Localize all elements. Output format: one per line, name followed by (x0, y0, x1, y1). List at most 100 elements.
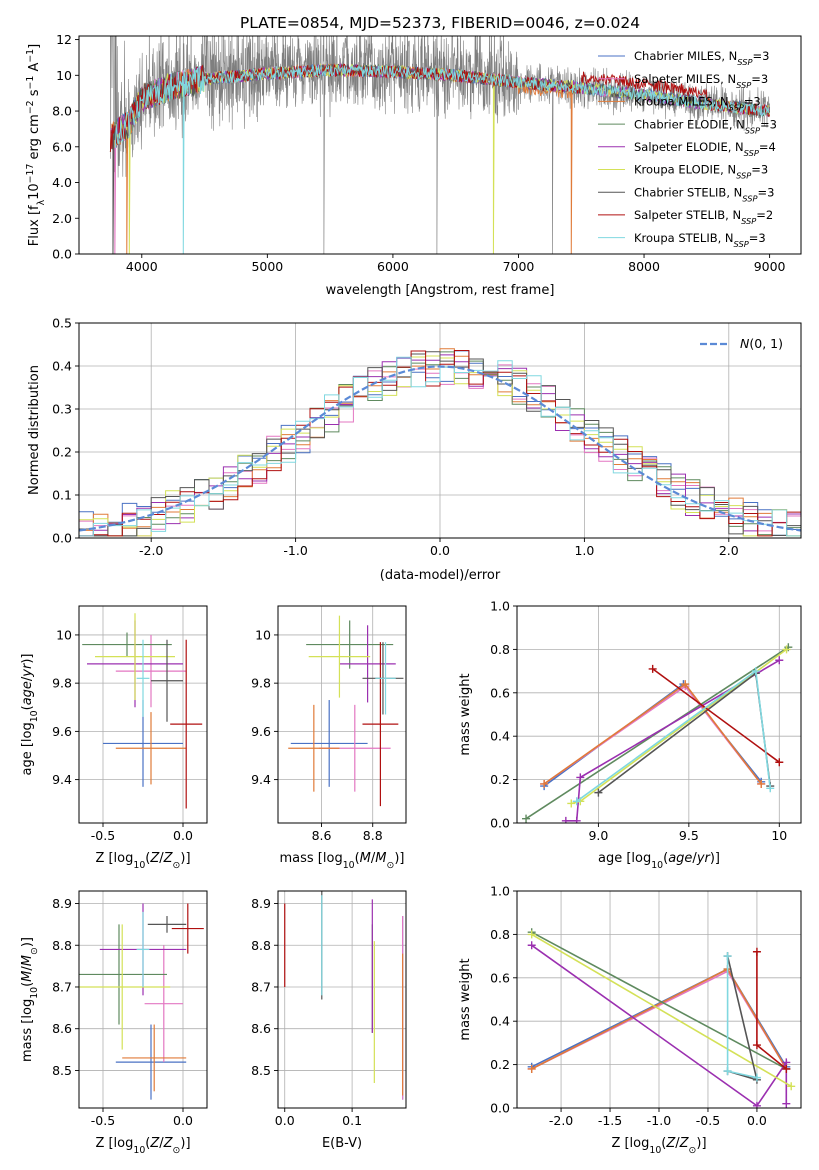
x-tick-label: 9.0 (588, 828, 608, 843)
data-spectrum (110, 36, 770, 254)
x-axis-label: Z [log10(Z/Z⊙)] (611, 1136, 706, 1156)
x-tick-label: 8000 (628, 259, 660, 274)
plot-area (79, 903, 204, 1100)
y-tick-label: 2.0 (52, 211, 72, 226)
legend-entry: Kroupa STELIB, NSSP=3 (634, 231, 766, 249)
y-tick-label: 9.8 (52, 676, 72, 691)
y-tick-label: 0.0 (52, 531, 72, 546)
y-tick-label: 9.4 (251, 772, 271, 787)
x-tick-label: 0.0 (430, 543, 450, 558)
y-tick-label: 4.0 (52, 175, 72, 190)
errorbar-chabrier-stelib (147, 916, 187, 933)
y-tick-label: 9.8 (251, 676, 271, 691)
errorbar-salpeter-elodie (339, 625, 396, 703)
legend-entry: Chabrier MILES, NSSP=3 (634, 49, 769, 67)
errorbar-kroupa-stelib (375, 642, 396, 715)
x-tick-label: 6000 (377, 259, 409, 274)
y-tick-label: 0.4 (490, 1014, 510, 1029)
series-point (572, 797, 581, 806)
y-tick-label: 0.8 (490, 642, 510, 657)
errorbar-kroupa-miles (122, 1024, 187, 1092)
errorbar-kroupa-stelib (136, 639, 150, 717)
x-tick-label: -0.5 (91, 828, 115, 843)
x-axis-label: mass [log10(M/M⊙)] (280, 851, 405, 871)
y-tick-label: 0.2 (52, 445, 72, 460)
x-axis-label: (data-model)/error (380, 568, 501, 583)
x-tick-label: 8.8 (363, 828, 383, 843)
x-axis-label: Z [log10(Z/Z⊙)] (95, 851, 190, 871)
grid (517, 890, 801, 1109)
series-point (775, 656, 784, 665)
series-point (752, 1041, 761, 1050)
axes-frame (78, 890, 208, 1109)
panel-mass-age: 8.6 8.8 9.4 9.6 9.8 10 mass [log10(M/M⊙)] (251, 605, 407, 871)
y-tick-label: 10 (255, 627, 271, 642)
panel-spectrum: 4000 5000 6000 7000 8000 9000 0.0 2.0 4.0 6.0 8.0 1… (25, 32, 802, 298)
x-tick-label: -1.0 (283, 543, 307, 558)
x-tick-label: 0.0 (173, 828, 193, 843)
series-line (531, 931, 787, 1070)
series-line (652, 668, 780, 763)
series-line (726, 955, 758, 1081)
x-tick-label: 4000 (126, 259, 158, 274)
y-tick-label: 0.6 (490, 970, 510, 985)
y-tick-label: 0.6 (490, 685, 510, 700)
y-tick-label: 0.4 (52, 359, 72, 374)
series-point (757, 779, 766, 788)
series-point (527, 941, 536, 950)
x-tick-label: 9.5 (679, 828, 699, 843)
axes-frame (277, 890, 407, 1109)
x-axis-label: E(B-V) (322, 1136, 362, 1151)
series-kroupa-miles (540, 680, 766, 788)
x-tick-label: -2.0 (139, 543, 163, 558)
legend-entry: Chabrier ELODIE, NSSP=3 (634, 117, 777, 135)
x-tick-label: 1.0 (574, 543, 594, 558)
errorbar-chabrier-stelib (151, 639, 183, 722)
y-tick-label: 0.3 (52, 402, 72, 417)
series-point (522, 814, 531, 823)
series-point (751, 667, 760, 676)
y-tick-label: 9.6 (251, 724, 271, 739)
y-axis-label: Normed distribution (27, 365, 42, 495)
y-tick-label: 8.5 (251, 1063, 271, 1078)
x-tick-label: 0.0 (275, 1113, 295, 1128)
x-tick-label: 2.0 (719, 543, 739, 558)
series-point (576, 773, 585, 782)
y-tick-label: 0.0 (52, 247, 72, 262)
y-tick-label: 8.6 (251, 1021, 271, 1036)
series-point (752, 1073, 761, 1082)
series-point (527, 1064, 536, 1073)
y-tick-label: 0.2 (490, 772, 510, 787)
plot-area (109, 36, 771, 254)
histogram-salpeter-stelib (79, 350, 801, 537)
y-tick-label: 9.4 (52, 772, 72, 787)
legend-entry: Chabrier STELIB, NSSP=3 (634, 185, 774, 203)
y-tick-label: 10 (56, 68, 72, 83)
y-tick-label: 0.0 (490, 1101, 510, 1116)
panel-age-massweight: 9.0 9.5 10 0.0 0.2 0.4 0.6 0.8 1.0 age [log10(age… (458, 599, 802, 871)
series-point (782, 1099, 791, 1108)
errorbar-salpeter-stelib (170, 639, 203, 809)
x-axis-label: Z [log10(Z/Z⊙)] (95, 1136, 190, 1156)
errorbar-kroupa-stelib (136, 911, 150, 987)
series-point (766, 784, 775, 793)
series-point (752, 1101, 761, 1108)
x-tick-label: 0.1 (342, 1113, 362, 1128)
histogram-kroupa-elodie (79, 355, 801, 537)
x-tick-label: 10 (771, 828, 787, 843)
errorbar-chabrier-elodie (79, 924, 167, 1025)
legend-entry: Salpeter STELIB, NSSP=2 (634, 208, 773, 226)
grid (278, 891, 406, 1108)
y-tick-label: 8.6 (52, 1021, 72, 1036)
y-axis-label: mass weight (458, 673, 473, 755)
series-point (572, 816, 581, 823)
errorbar-kroupa-elodie (95, 613, 175, 701)
histogram-chabrier-stelib (79, 351, 801, 537)
panel-z-age: -0.5 0.0 9.4 9.6 9.8 10 Z [log10(Z/Z⊙)] age [lo… (20, 605, 208, 871)
errorbar-salpeter-stelib (362, 642, 399, 807)
legend-entry: Salpeter MILES, NSSP=3 (634, 72, 768, 90)
y-tick-label: 1.0 (490, 884, 510, 899)
x-tick-label: 0.0 (747, 1113, 767, 1128)
x-axis-label: age [log10(age/yr)] (598, 851, 720, 871)
